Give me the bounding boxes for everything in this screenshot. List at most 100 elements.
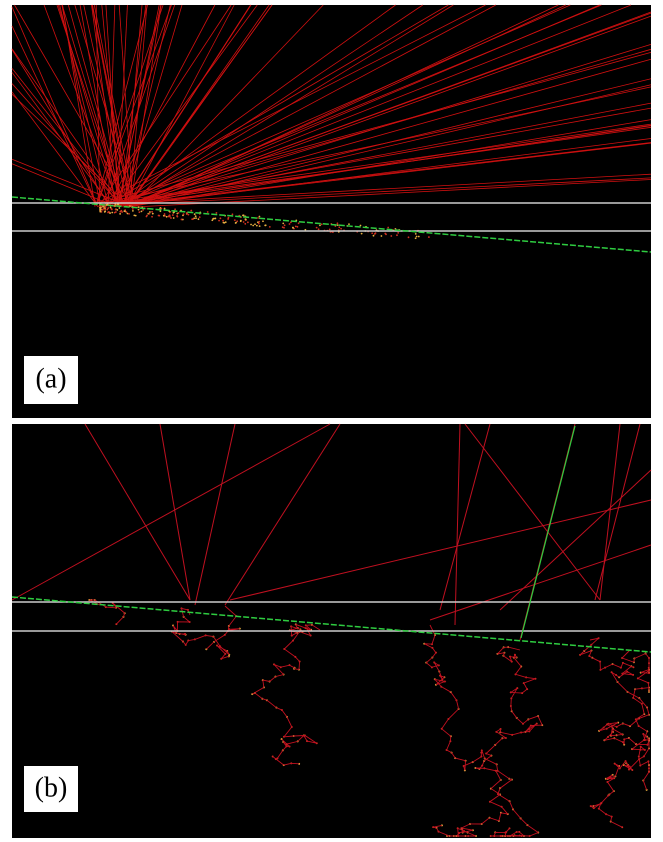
hit (240, 220, 242, 222)
hit (227, 218, 229, 220)
hit (375, 232, 377, 234)
hit (142, 209, 144, 211)
hit (373, 235, 375, 237)
hit (338, 226, 340, 228)
hit (262, 220, 264, 222)
hit (133, 214, 135, 216)
hit (289, 223, 291, 225)
hit (152, 213, 154, 215)
hit (119, 211, 121, 213)
hit (416, 236, 418, 238)
hit (125, 211, 127, 213)
hit (244, 223, 246, 225)
hit (329, 228, 331, 230)
hit (396, 234, 398, 236)
hit (371, 232, 373, 234)
hit (234, 219, 236, 221)
hit (257, 221, 259, 223)
hit (141, 211, 143, 213)
hit (172, 212, 174, 214)
hit (107, 207, 109, 209)
hit (387, 227, 389, 229)
hit (283, 227, 285, 229)
hit (195, 217, 197, 219)
hit (245, 219, 247, 221)
hit (257, 217, 259, 219)
hit (121, 211, 123, 213)
hit (390, 235, 392, 237)
hit (415, 233, 417, 235)
hit (259, 216, 261, 218)
hit (132, 208, 134, 210)
hit (297, 226, 299, 228)
hit (132, 210, 134, 212)
hit (138, 209, 140, 211)
hit (190, 210, 192, 212)
hit (298, 222, 300, 224)
hit (106, 204, 108, 206)
figure: (a) (b) (0, 0, 663, 842)
hit (119, 213, 121, 215)
page: (a) (b) (() => { const data = JSON.parse… (0, 0, 663, 842)
hit (181, 219, 183, 221)
hit (428, 236, 430, 238)
hit (254, 223, 256, 225)
hit (114, 212, 116, 214)
hit (176, 216, 178, 218)
hit (163, 215, 165, 217)
hit (235, 222, 237, 224)
hit (348, 223, 350, 225)
hit (128, 213, 130, 215)
hit (173, 217, 175, 219)
panel-label: (b) (35, 772, 68, 803)
hit (183, 213, 185, 215)
hit (337, 224, 339, 226)
hit (123, 210, 125, 212)
hit (111, 212, 113, 214)
hit (116, 209, 118, 211)
hit (104, 211, 106, 213)
hit (295, 225, 297, 227)
hit (225, 221, 227, 223)
hit (214, 218, 216, 220)
hit (130, 205, 132, 207)
hit (223, 222, 225, 224)
hit (109, 212, 111, 214)
hit (138, 206, 140, 208)
hit (172, 214, 174, 216)
hit (186, 213, 188, 215)
hit (213, 218, 215, 220)
hit (337, 222, 339, 224)
hit (236, 220, 238, 222)
hit (149, 213, 151, 215)
hit (397, 232, 399, 234)
hit (178, 212, 180, 214)
hit (321, 223, 323, 225)
hit (408, 236, 410, 238)
hit (118, 207, 120, 209)
hit (158, 215, 160, 217)
hit (159, 210, 161, 212)
hit (292, 227, 294, 229)
hit (319, 224, 321, 226)
hit (174, 208, 176, 210)
hit (316, 227, 318, 229)
hit (198, 218, 200, 220)
panel-b: (b) (12, 424, 651, 838)
hit (99, 207, 101, 209)
hit (243, 221, 245, 223)
hit (415, 237, 417, 239)
hit (250, 224, 252, 226)
hit (169, 216, 171, 218)
hit (284, 224, 286, 226)
hit (164, 208, 166, 210)
hit (105, 206, 107, 208)
hit (318, 228, 320, 230)
hit (164, 213, 166, 215)
hit (115, 209, 117, 211)
hit (110, 206, 112, 208)
hit (195, 215, 197, 217)
hit (256, 225, 258, 227)
hit (418, 236, 420, 238)
hit (151, 216, 153, 218)
